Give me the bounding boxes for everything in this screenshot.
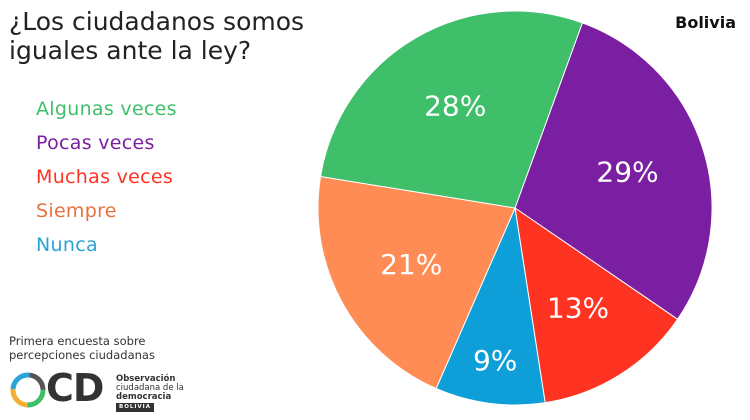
ocd-logo: CD Observación ciudadana de la democraci… <box>8 366 188 414</box>
pie-label-algunas-veces: 28% <box>424 90 486 123</box>
pie-slice-muchas-veces <box>514 206 679 404</box>
pie-slice-nunca <box>435 206 546 406</box>
logo-badge: BOLIVIA <box>116 403 154 412</box>
logo-line-3: democracia <box>116 392 172 402</box>
pie-slice-algunas-veces <box>319 10 584 209</box>
country-label: Bolivia <box>675 13 736 32</box>
pie-label-nunca: 9% <box>473 344 517 377</box>
logo-text: Observación ciudadana de la democracia B… <box>116 375 184 412</box>
survey-note: Primera encuesta sobre percepciones ciud… <box>9 334 155 362</box>
chart-title: ¿Los ciudadanos somos iguales ante la le… <box>9 7 305 65</box>
legend-item-siempre: Siempre <box>36 200 117 222</box>
pie-label-siempre: 21% <box>380 248 442 281</box>
legend-item-nunca: Nunca <box>36 234 98 256</box>
pie-slice-siempre <box>317 175 516 390</box>
legend-item-algunas-veces: Algunas veces <box>36 98 177 120</box>
pie-slice-pocas-veces <box>514 22 713 320</box>
legend-item-muchas-veces: Muchas veces <box>36 166 174 188</box>
pie-label-pocas-veces: 29% <box>596 155 658 188</box>
legend-item-pocas-veces: Pocas veces <box>36 132 155 154</box>
logo-line-1: Observación <box>116 374 176 384</box>
ocd-ring-icon <box>10 372 46 408</box>
logo-letters: CD <box>46 366 104 410</box>
logo-line-2: ciudadana de la <box>116 383 184 393</box>
legend: Algunas veces Pocas veces Muchas veces S… <box>36 92 177 262</box>
pie-label-muchas-veces: 13% <box>547 292 609 325</box>
